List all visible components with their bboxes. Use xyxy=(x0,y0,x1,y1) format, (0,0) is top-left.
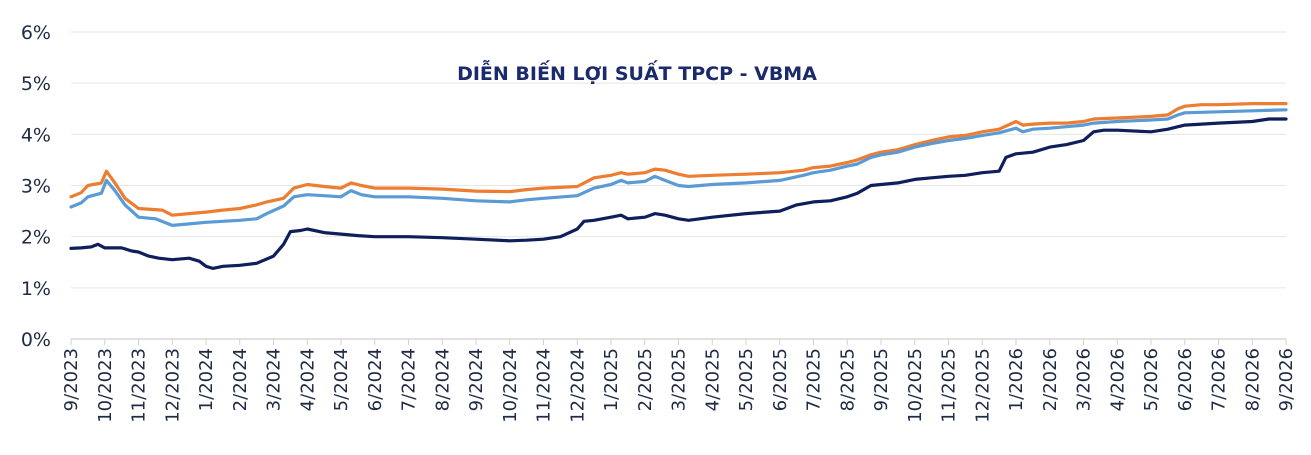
y-tick-label: 3% xyxy=(21,176,51,198)
y-axis-tick-labels: 0% 1% 2% 3% 4% 5% 6% xyxy=(21,22,51,351)
x-tick-label: 6/2026 xyxy=(1175,348,1196,411)
x-tick-label: 8/2024 xyxy=(432,348,453,411)
x-tick-label: 8/2025 xyxy=(837,348,858,411)
x-tick-label: 12/2024 xyxy=(567,348,588,423)
x-tick-label: 5/2025 xyxy=(736,348,757,411)
axes xyxy=(70,338,1287,345)
x-tick-label: 5/2024 xyxy=(331,348,352,411)
x-tick-label: 6/2024 xyxy=(365,348,386,411)
x-tick-label: 2/2024 xyxy=(230,348,251,411)
x-tick-label: 11/2025 xyxy=(939,348,960,423)
y-tick-label: 4% xyxy=(21,124,51,146)
x-tick-label: 2/2026 xyxy=(1040,348,1061,411)
x-axis-tick-labels: 9/2023 10/2023 11/2023 12/2023 1/2024 2/2024 3… xyxy=(61,348,1297,423)
x-tick-label: 10/2023 xyxy=(95,348,116,423)
y-tick-label: 2% xyxy=(21,227,51,249)
x-tick-label: 10/2024 xyxy=(500,348,521,423)
x-tick-label: 1/2025 xyxy=(601,348,622,411)
x-tick-label: 8/2026 xyxy=(1242,348,1263,411)
x-tick-label: 3/2024 xyxy=(264,348,285,411)
x-tick-label: 3/2025 xyxy=(669,348,690,411)
x-tick-label: 9/2025 xyxy=(871,348,892,411)
y-tick-label: 5% xyxy=(21,73,51,95)
x-tick-label: 1/2026 xyxy=(1006,348,1027,411)
x-tick-label: 2/2025 xyxy=(635,348,656,411)
x-tick-label: 11/2023 xyxy=(129,348,150,423)
x-tick-label: 12/2023 xyxy=(162,348,183,423)
x-tick-label: 10/2025 xyxy=(905,348,926,423)
x-tick-label: 7/2025 xyxy=(804,348,825,411)
x-tick-label: 1/2024 xyxy=(196,348,217,411)
x-tick-label: 9/2023 xyxy=(61,348,82,411)
y-tick-label: 0% xyxy=(21,329,51,351)
chart-title: DIỄN BIẾN LỢI SUẤT TPCP - VBMA xyxy=(457,58,817,85)
series-line-3 xyxy=(69,117,1288,270)
x-tick-label: 6/2025 xyxy=(770,348,791,411)
x-tick-label: 3/2026 xyxy=(1074,348,1095,411)
x-tick-label: 9/2026 xyxy=(1276,348,1297,411)
y-tick-label: 6% xyxy=(21,22,51,44)
y-tick-label: 1% xyxy=(21,278,51,300)
series-line-1 xyxy=(69,102,1288,217)
x-tick-label: 9/2024 xyxy=(466,348,487,411)
x-tick-label: 5/2026 xyxy=(1141,348,1162,411)
x-tick-label: 4/2025 xyxy=(702,348,723,411)
series-lines xyxy=(69,102,1288,270)
series-line-2 xyxy=(69,108,1288,227)
x-tick-label: 12/2025 xyxy=(972,348,993,423)
x-tick-label: 7/2026 xyxy=(1209,348,1230,411)
x-tick-label: 7/2024 xyxy=(399,348,420,411)
x-tick-label: 4/2024 xyxy=(297,348,318,411)
x-tick-label: 4/2026 xyxy=(1107,348,1128,411)
x-tick-label: 11/2024 xyxy=(534,348,555,423)
